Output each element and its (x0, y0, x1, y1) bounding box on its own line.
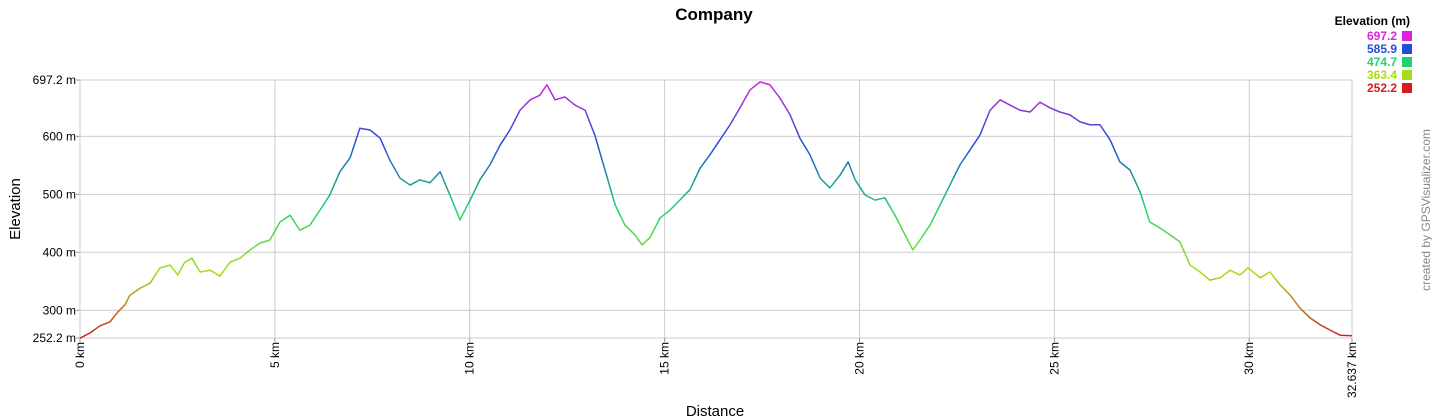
x-tick-label: 25 km (1047, 342, 1061, 375)
y-tick-label: 697.2 m (33, 73, 76, 87)
chart-title: Company (675, 5, 753, 24)
legend-label: 363.4 (1367, 68, 1397, 82)
legend-swatch (1402, 31, 1412, 41)
x-tick-label: 32.637 km (1345, 342, 1359, 398)
credit: created by GPSVisualizer.com (1419, 129, 1432, 291)
legend-label: 697.2 (1367, 29, 1397, 43)
legend-swatch (1402, 83, 1412, 93)
x-tick-label: 30 km (1242, 342, 1256, 375)
y-tick-label: 500 m (43, 187, 76, 201)
x-tick-label: 20 km (852, 342, 866, 375)
x-tick-label: 0 km (73, 342, 87, 368)
legend-label: 252.2 (1367, 81, 1397, 95)
y-tick-label: 252.2 m (33, 331, 76, 345)
legend-swatch (1402, 57, 1412, 67)
y-tick-label: 400 m (43, 245, 76, 259)
x-tick-label: 5 km (268, 342, 282, 368)
x-tick-label: 10 km (463, 342, 477, 375)
plot-frame (79, 79, 1353, 339)
legend-swatch (1402, 44, 1412, 54)
y-axis-label: Elevation (7, 178, 24, 240)
y-tick-label: 600 m (43, 129, 76, 143)
x-tick-label: 15 km (658, 342, 672, 375)
x-axis-label: Distance (686, 403, 744, 419)
legend-label: 474.7 (1367, 55, 1397, 69)
legend-title: Elevation (m) (1335, 14, 1410, 28)
legend-swatch (1402, 70, 1412, 80)
elevation-line (79, 81, 1353, 339)
legend-label: 585.9 (1367, 42, 1397, 56)
y-tick-label: 300 m (43, 303, 76, 317)
